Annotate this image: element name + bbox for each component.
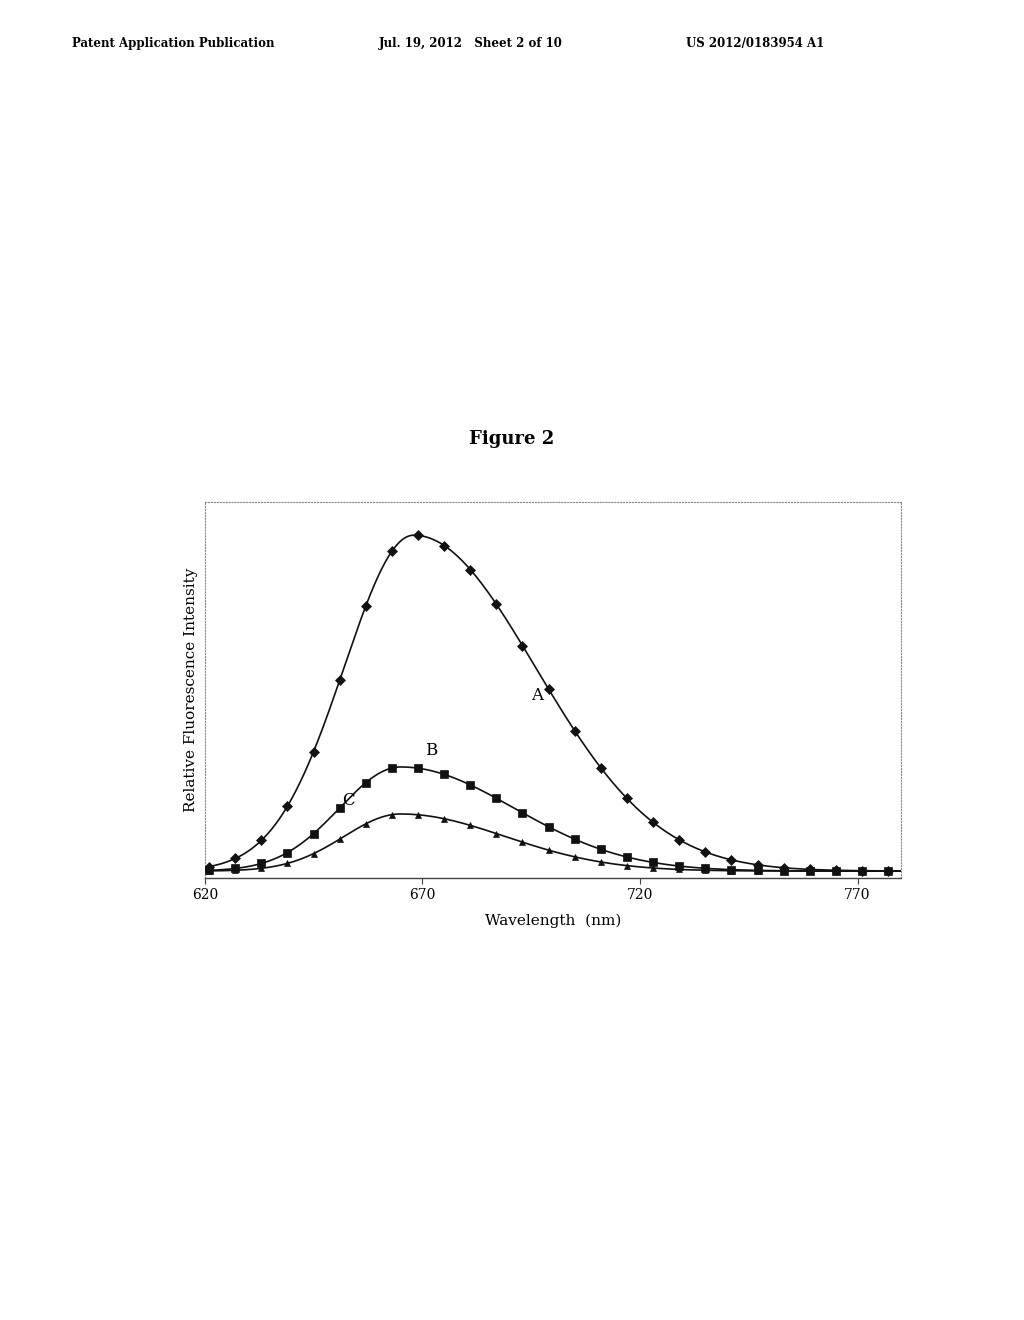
Text: B: B [425,742,437,759]
Y-axis label: Relative Fluorescence Intensity: Relative Fluorescence Intensity [184,568,198,812]
Text: C: C [342,792,354,809]
Text: Figure 2: Figure 2 [469,430,555,449]
Text: Patent Application Publication: Patent Application Publication [72,37,274,50]
Text: Jul. 19, 2012   Sheet 2 of 10: Jul. 19, 2012 Sheet 2 of 10 [379,37,563,50]
Text: US 2012/0183954 A1: US 2012/0183954 A1 [686,37,824,50]
Text: A: A [531,686,543,704]
X-axis label: Wavelength  (nm): Wavelength (nm) [484,913,622,928]
